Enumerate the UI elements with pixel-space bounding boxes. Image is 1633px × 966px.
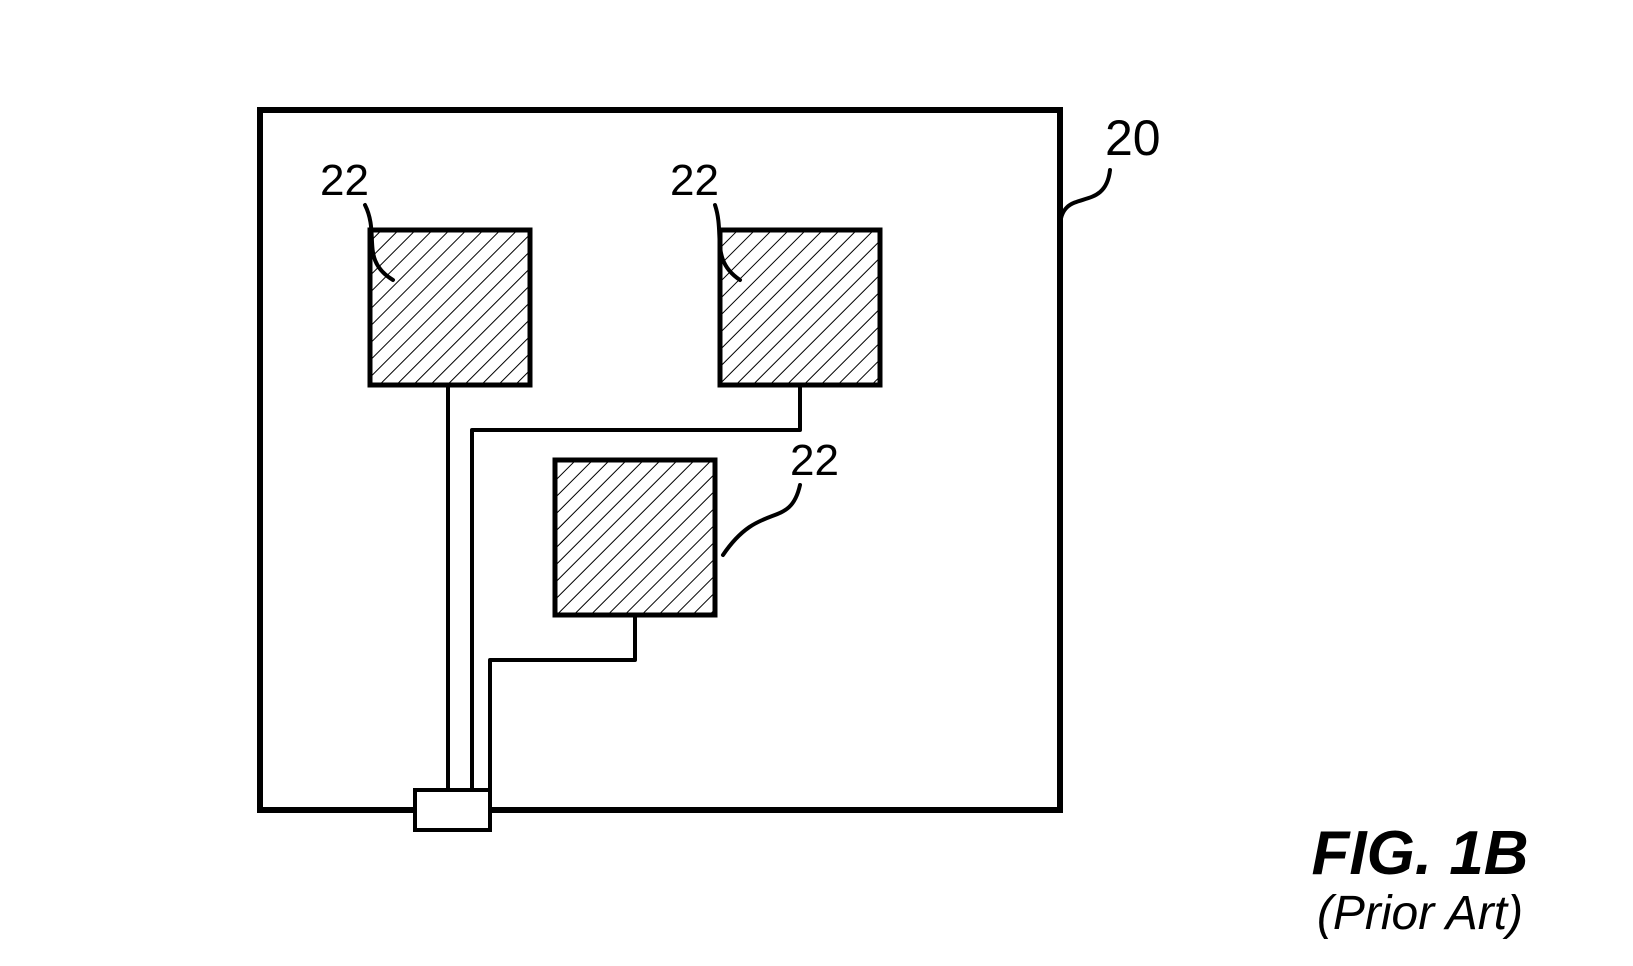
wire-2	[490, 615, 635, 790]
ref-label-22-2: 22	[790, 436, 839, 485]
figure-title: FIG. 1B	[1260, 820, 1580, 888]
chip-top-right	[720, 230, 880, 385]
ref-label-22-1: 22	[670, 156, 719, 205]
chip-top-left	[370, 230, 530, 385]
figure-subtitle: (Prior Art)	[1260, 888, 1580, 941]
ref-label-22-0: 22	[320, 156, 369, 205]
ref-label-20-3: 20	[1105, 110, 1161, 166]
chip-bottom	[555, 460, 715, 615]
figure-caption: FIG. 1B (Prior Art)	[1260, 820, 1580, 941]
leader-2	[723, 485, 800, 555]
port-connector	[415, 790, 490, 830]
leader-3	[1060, 170, 1110, 228]
diagram-stage: 22 22 22 20 FIG. 1B (Prior Art)	[0, 0, 1633, 966]
